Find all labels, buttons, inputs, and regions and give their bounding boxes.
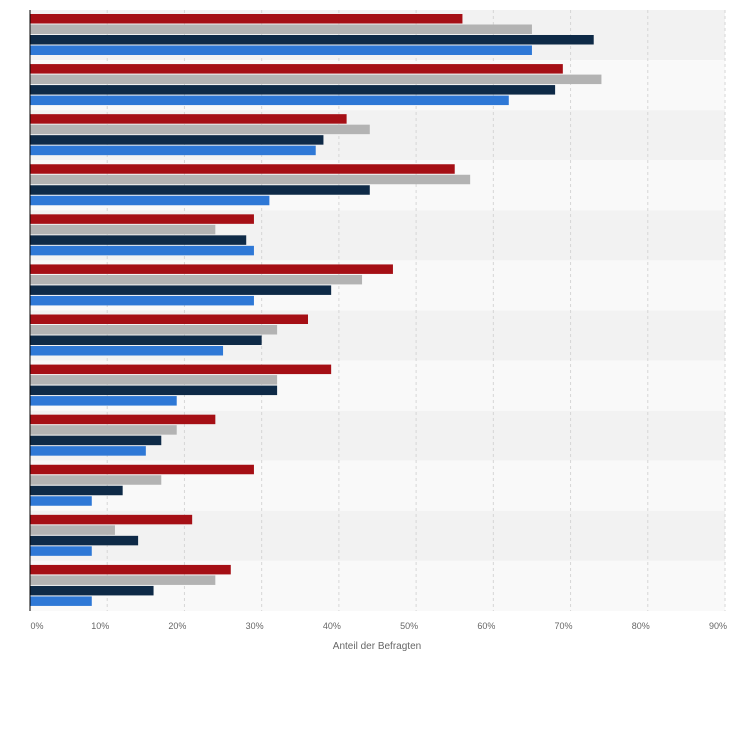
bar [30,124,370,135]
x-tick-label: 30% [246,621,264,631]
x-tick-label: 20% [168,621,186,631]
bar [30,396,177,406]
bar [30,564,231,575]
x-tick-label: 80% [632,621,650,631]
bar [30,535,139,546]
x-axis-label: Anteil der Befragten [333,641,421,652]
bar [30,114,347,124]
x-tick-label: 40% [323,621,341,631]
bar [30,525,115,535]
bar [30,264,393,274]
bar [30,385,278,396]
x-tick-label: 0% [30,621,43,631]
bar [30,546,92,556]
bar [30,514,193,525]
x-tick-label: 70% [555,621,573,631]
bar [30,174,471,185]
x-tick-labels: 0% 10% 20% 30% 40% 50% 60% 70% 80% 90% [30,621,727,631]
grid-lines [106,10,726,611]
bar [30,285,332,295]
bar [30,245,254,256]
x-tick-label: 10% [91,621,109,631]
bar [30,235,247,245]
bar [30,364,332,375]
bar [30,446,146,456]
bars [30,14,602,606]
bar [30,314,308,324]
bar [30,575,216,585]
bar [30,45,532,55]
bar [30,185,370,195]
bar [30,496,92,506]
x-tick-label: 50% [400,621,418,631]
bar [30,435,162,446]
bar [30,95,509,106]
bar [30,135,324,145]
bar [30,85,556,95]
bar [30,274,363,285]
bar [30,475,162,485]
bar [30,414,216,425]
bar [30,596,92,606]
bar [30,214,254,224]
bar [30,145,316,156]
bar [30,195,270,206]
bar [30,295,254,306]
bar [30,224,216,235]
bar [30,64,563,74]
bar [30,585,154,596]
bar [30,325,278,335]
bar [30,74,602,85]
bar [30,35,594,45]
bar [30,425,177,435]
x-tick-label: 90% [709,621,727,631]
bar [30,14,463,24]
bar [30,485,123,496]
bar [30,335,262,345]
x-tick-label: 60% [477,621,495,631]
bar [30,346,224,356]
bar [30,464,254,475]
bar [30,375,278,385]
bar [30,24,532,34]
bar [30,164,455,174]
